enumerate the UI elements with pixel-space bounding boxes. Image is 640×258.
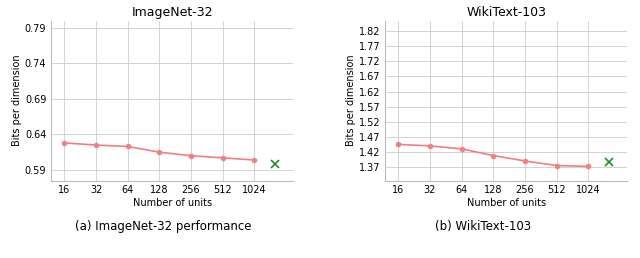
Title: ImageNet-32: ImageNet-32: [131, 6, 213, 19]
X-axis label: Number of units: Number of units: [132, 198, 212, 208]
Text: (a) ImageNet-32 performance: (a) ImageNet-32 performance: [75, 220, 252, 233]
Text: (b) WikiText-103: (b) WikiText-103: [435, 220, 531, 233]
Y-axis label: Bits per dimension: Bits per dimension: [346, 55, 356, 147]
X-axis label: Number of units: Number of units: [467, 198, 546, 208]
Y-axis label: Bits per dimension: Bits per dimension: [12, 55, 22, 147]
Title: WikiText-103: WikiText-103: [466, 6, 546, 19]
